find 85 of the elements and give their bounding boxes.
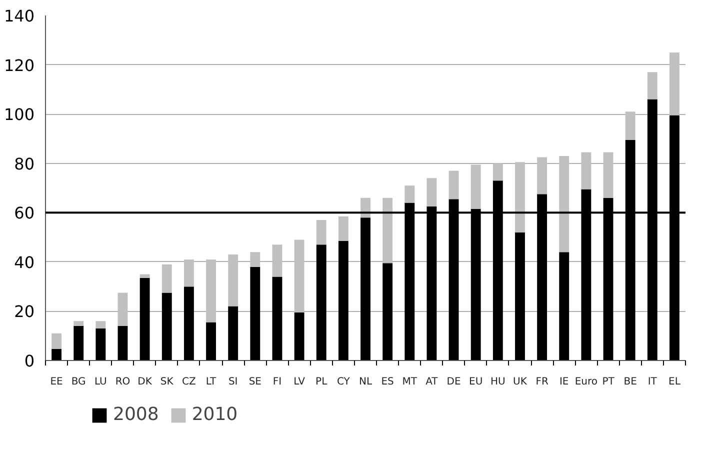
x-tick-label: CY [336, 376, 351, 388]
bar [382, 263, 393, 360]
bar [52, 348, 62, 360]
y-tick-label: 100 [4, 105, 35, 124]
x-tick-label: CZ [182, 376, 196, 388]
y-tick-label: 60 [14, 204, 34, 223]
bar [184, 286, 194, 360]
bar [250, 252, 260, 267]
x-tick-label: Euro [574, 376, 598, 388]
bar [670, 52, 680, 116]
bar [559, 156, 570, 252]
bar [74, 321, 84, 326]
bar [338, 216, 348, 241]
bar [338, 240, 348, 360]
bar [250, 266, 260, 360]
x-tick-label: DE [446, 376, 461, 388]
x-tick-label: SI [228, 376, 238, 388]
x-tick-label: BG [71, 376, 86, 388]
bar [118, 292, 128, 326]
bar [96, 321, 106, 328]
bar [272, 244, 282, 277]
x-tick-label: MT [402, 376, 418, 388]
bar [515, 232, 525, 360]
bar [184, 259, 194, 287]
bar [228, 306, 238, 360]
x-tick-label: SK [160, 376, 174, 388]
y-tick-label: 20 [14, 302, 34, 322]
y-tick-label: 120 [4, 56, 35, 75]
y-tick-label: 140 [4, 6, 35, 26]
x-tick-label: LU [94, 376, 107, 388]
y-tick-label: 0 [24, 352, 35, 370]
bar [470, 164, 481, 209]
bar [162, 292, 172, 360]
x-tick-label: RO [115, 376, 130, 388]
bar [316, 244, 326, 360]
y-tick-label: 40 [14, 252, 34, 272]
bar [647, 72, 658, 100]
x-tick-label: UK [513, 376, 528, 388]
x-tick-label: AT [426, 376, 439, 388]
x-tick-label: FR [536, 376, 548, 388]
x-tick-label: HU [490, 376, 506, 388]
x-tick-label: IE [559, 376, 569, 388]
bar [515, 162, 525, 232]
bar [294, 312, 304, 360]
bar [360, 218, 370, 360]
bar [404, 186, 415, 203]
bar [581, 152, 592, 190]
x-tick-label: EL [668, 376, 681, 388]
x-tick-label: FI [272, 376, 282, 388]
bar [603, 152, 614, 198]
bar [448, 170, 459, 200]
bar [162, 264, 172, 293]
x-tick-label: PT [602, 376, 616, 388]
x-tick-label: SE [248, 376, 262, 388]
bar [96, 328, 106, 360]
x-tick-label: IT [648, 376, 658, 388]
y-tick-label: 80 [14, 154, 34, 174]
bar [272, 276, 282, 360]
x-tick-label: BE [624, 376, 637, 388]
bar [206, 322, 216, 360]
bar [52, 333, 62, 349]
bar [559, 252, 570, 360]
legend-label: 2010 [192, 404, 238, 425]
bar [316, 220, 326, 245]
x-tick-label: LT [206, 376, 218, 388]
bar [492, 163, 503, 181]
bar [140, 278, 150, 360]
x-tick-label: ES [381, 376, 394, 388]
bar [118, 326, 128, 360]
bar [382, 198, 393, 264]
legend-label: 2008 [113, 404, 159, 425]
x-tick-label: LV [294, 376, 306, 388]
bar [625, 112, 636, 140]
bar [426, 178, 437, 206]
bar [140, 274, 150, 278]
x-tick-label: PL [316, 376, 328, 388]
bar [228, 254, 238, 306]
x-tick-label: NL [358, 376, 372, 388]
bar [537, 157, 548, 194]
x-tick-label: EU [469, 376, 483, 388]
x-tick-label: EE [50, 376, 63, 388]
bar [294, 240, 304, 312]
bar [206, 259, 216, 322]
x-tick-label: DK [138, 376, 152, 388]
bar [74, 326, 84, 360]
